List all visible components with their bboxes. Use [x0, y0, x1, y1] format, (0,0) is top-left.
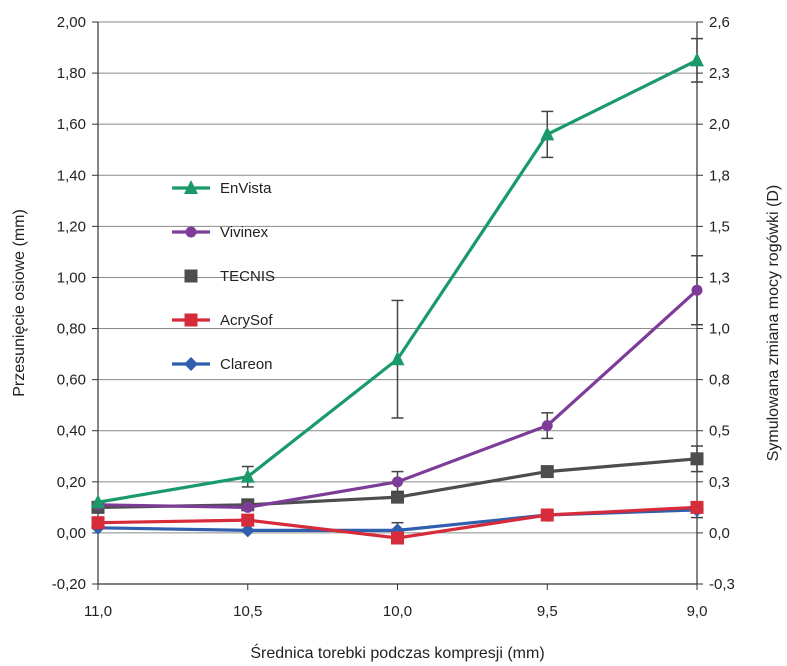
- y2-tick-label: 2,3: [709, 65, 730, 82]
- data-point: [691, 501, 704, 514]
- data-point: [691, 452, 704, 465]
- legend: EnVista Vivinex TECNIS AcrySof Clareon: [172, 180, 275, 373]
- y-tick-label: 1,20: [57, 218, 86, 235]
- legend-label: AcrySof: [220, 312, 273, 329]
- y2-tick-label: 0,5: [709, 423, 730, 440]
- x-tick-label: 11,0: [84, 603, 112, 620]
- y-tick-label: 0,00: [57, 525, 86, 542]
- y2-tick-label: 0,0: [709, 525, 730, 542]
- legend-item-tecnis: TECNIS: [185, 268, 276, 285]
- data-point: [242, 502, 253, 513]
- y-tick-label: 2,00: [57, 14, 86, 31]
- data-point: [541, 509, 554, 522]
- data-point: [692, 285, 703, 296]
- data-point: [186, 227, 197, 238]
- legend-label: Clareon: [220, 356, 273, 373]
- legend-label: EnVista: [220, 180, 272, 197]
- series-layer: [91, 39, 704, 545]
- x-tick-label: 9,5: [537, 603, 558, 620]
- y-tick-label: 1,80: [57, 65, 86, 82]
- y2-tick-label: 2,6: [709, 14, 730, 31]
- y2-tick-label: 0,3: [709, 474, 730, 491]
- y2-axis-title: Symulowana zmiana mocy rogówki (D): [765, 185, 782, 462]
- data-point: [391, 532, 404, 545]
- data-point: [185, 314, 198, 327]
- data-point: [690, 52, 704, 66]
- y2-tick-label: 1,3: [709, 269, 730, 286]
- y-tick-label: 0,40: [57, 423, 86, 440]
- legend-item-clareon: Clareon: [172, 356, 273, 373]
- legend-label: TECNIS: [220, 268, 275, 285]
- x-tick-label: 10,5: [233, 603, 262, 620]
- x-tick-label: 10,0: [383, 603, 412, 620]
- data-point: [241, 514, 254, 527]
- y-tick-label: 1,60: [57, 116, 86, 133]
- y-tick-label: 1,00: [57, 269, 86, 286]
- data-point: [241, 469, 255, 483]
- y2-tick-label: 1,0: [709, 321, 730, 338]
- legend-item-envista: EnVista: [172, 180, 272, 197]
- data-point: [392, 476, 403, 487]
- y2-tick-label: -0,3: [709, 576, 735, 593]
- data-point: [541, 465, 554, 478]
- data-point: [184, 357, 198, 371]
- y-tick-label: 0,80: [57, 321, 86, 338]
- series-envista: [91, 39, 704, 509]
- legend-label: Vivinex: [220, 224, 269, 241]
- y2-tick-label: 1,5: [709, 218, 730, 235]
- y-tick-label: 1,40: [57, 167, 86, 184]
- y2-tick-label: 1,8: [709, 167, 730, 184]
- y-axis-title: Przesunięcie osiowe (mm): [11, 209, 28, 397]
- y-tick-label: 0,60: [57, 372, 86, 389]
- x-axis-title: Średnica torebki podczas kompresji (mm): [250, 643, 544, 662]
- y-tick-label: 0,20: [57, 474, 86, 491]
- data-point: [92, 516, 105, 529]
- y-tick-label: -0,20: [52, 576, 86, 593]
- data-point: [185, 270, 198, 283]
- data-point: [542, 420, 553, 431]
- legend-item-acrysof: AcrySof: [172, 312, 273, 329]
- y2-tick-label: 0,8: [709, 372, 730, 389]
- x-tick-label: 9,0: [687, 603, 708, 620]
- y2-tick-label: 2,0: [709, 116, 730, 133]
